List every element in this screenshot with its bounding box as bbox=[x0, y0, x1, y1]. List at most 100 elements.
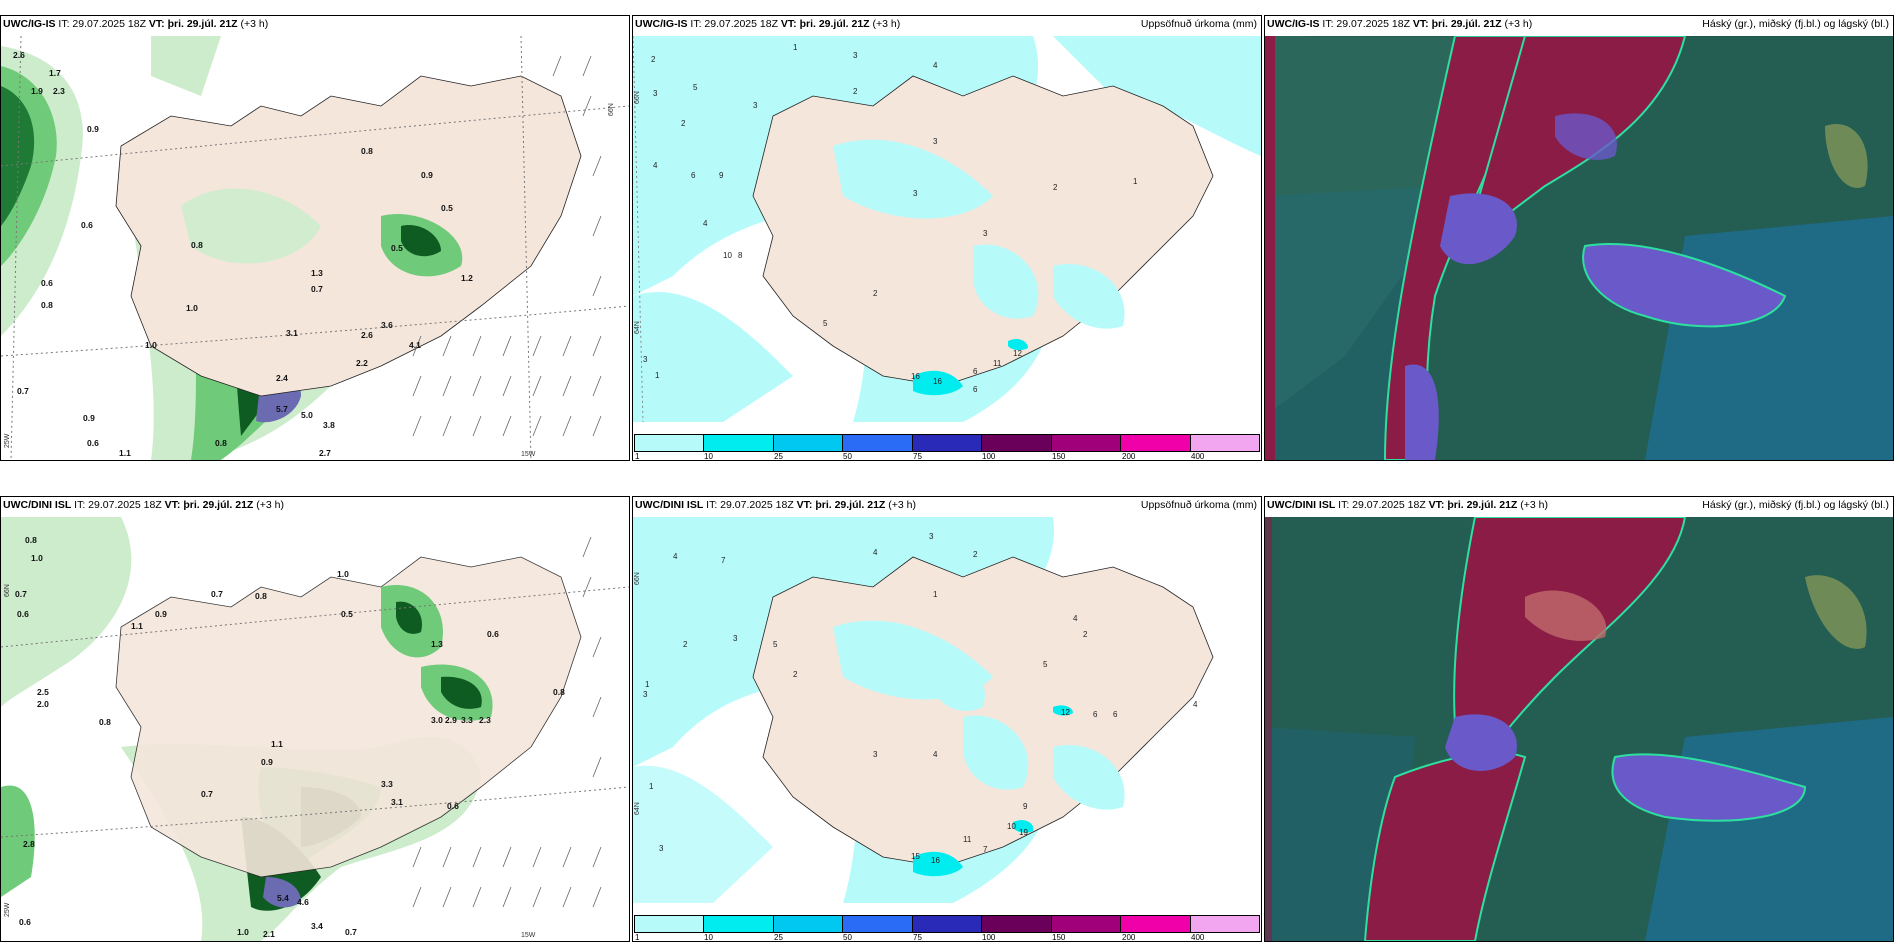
value-label: 2.7 bbox=[319, 448, 331, 458]
forecast-offset: (+3 h) bbox=[237, 18, 269, 30]
legend-swatch bbox=[704, 435, 774, 451]
panel-header: UWC/DINI ISL IT: 29.07.2025 18Z VT: þri.… bbox=[1267, 499, 1548, 511]
panel-header: UWC/DINI ISL IT: 29.07.2025 18Z VT: þri.… bbox=[635, 499, 916, 511]
legend-label: 1 bbox=[635, 933, 640, 942]
lat-label: 66N bbox=[4, 584, 11, 597]
legend-label: 50 bbox=[843, 452, 852, 461]
legend-swatch bbox=[1190, 916, 1259, 932]
value-label: 7 bbox=[721, 556, 726, 565]
value-label: 1.1 bbox=[119, 448, 131, 458]
value-label: 0.7 bbox=[15, 589, 27, 599]
value-label: 5 bbox=[823, 319, 828, 328]
value-label: 2 bbox=[683, 640, 688, 649]
legend-label: 400 bbox=[1191, 933, 1205, 942]
value-label: 4 bbox=[1073, 614, 1078, 623]
lat-label: 64N bbox=[634, 321, 641, 334]
value-label: 1.0 bbox=[186, 303, 198, 313]
value-label: 1 bbox=[793, 43, 798, 52]
legend-label: 25 bbox=[774, 933, 783, 942]
accum-value-labels: 2 1 3 4 3 2 5 2 3 4 6 9 3 2 1 4 5 3 3 2 … bbox=[643, 43, 1138, 394]
value-label: 1.7 bbox=[49, 68, 61, 78]
legend-swatch bbox=[912, 435, 983, 451]
value-label: 2 bbox=[681, 119, 686, 128]
value-label: 2 bbox=[853, 87, 858, 96]
forecast-offset: (+3 h) bbox=[1501, 18, 1533, 30]
value-label: 3 bbox=[929, 532, 934, 541]
value-label: 2 bbox=[973, 550, 978, 559]
value-label: 3 bbox=[873, 750, 878, 759]
field-title: Uppsöfnuð úrkoma (mm) bbox=[1140, 499, 1257, 511]
model-name: UWC/IG-IS bbox=[1267, 18, 1320, 30]
legend-swatch bbox=[773, 916, 844, 932]
value-label: 0.6 bbox=[447, 801, 459, 811]
model-name: UWC/DINI ISL bbox=[1267, 499, 1336, 511]
legend-swatch bbox=[773, 435, 844, 451]
value-label: 2.5 bbox=[37, 687, 49, 697]
value-label: 1 bbox=[645, 680, 650, 689]
accumulated-precip-map[interactable]: 4 3 2 4 7 5 3 2 1 4 2 1 3 5 6 2 3 4 12 6… bbox=[633, 517, 1261, 903]
value-label: 0.7 bbox=[17, 386, 29, 396]
value-label: 5 bbox=[773, 640, 778, 649]
field-title: Uppsöfnuð úrkoma (mm) bbox=[1140, 18, 1257, 30]
legend-label: 1 bbox=[635, 452, 640, 461]
legend-labels: 1 10 25 50 75 100 150 200 400 bbox=[634, 933, 1260, 942]
value-label: 10 bbox=[1007, 822, 1016, 831]
value-label: 0.8 bbox=[25, 535, 37, 545]
value-label: 5.4 bbox=[277, 893, 289, 903]
lon-label: 15W bbox=[521, 932, 536, 939]
value-label: 0.6 bbox=[487, 629, 499, 639]
precip-rate-map[interactable]: 2.6 1.7 1.9 2.3 0.9 0.8 0.9 0.5 0.6 0.5 … bbox=[1, 36, 629, 460]
value-label: 0.9 bbox=[155, 609, 167, 619]
legend-swatch bbox=[1190, 435, 1259, 451]
init-time: IT: 29.07.2025 18Z bbox=[71, 499, 165, 511]
accumulated-precip-map[interactable]: 2 1 3 4 3 2 5 2 3 4 6 9 3 2 1 4 5 3 3 2 … bbox=[633, 36, 1261, 422]
value-label: 3 bbox=[643, 355, 648, 364]
legend-swatch bbox=[843, 435, 913, 451]
forecast-offset: (+3 h) bbox=[869, 18, 901, 30]
value-label: 1.1 bbox=[271, 739, 283, 749]
value-label: 2.1 bbox=[263, 929, 275, 939]
value-label: 2.0 bbox=[37, 699, 49, 709]
panel-header: UWC/IG-IS IT: 29.07.2025 18Z VT: þri. 29… bbox=[1267, 18, 1532, 30]
value-label: 3.3 bbox=[381, 779, 393, 789]
forecast-offset: (+3 h) bbox=[253, 499, 284, 511]
forecast-offset: (+3 h) bbox=[1517, 499, 1548, 511]
value-label: 6 bbox=[1093, 710, 1098, 719]
value-label: 0.8 bbox=[191, 240, 203, 250]
valid-time-label: VT: bbox=[1428, 499, 1445, 511]
init-time: IT: 29.07.2025 18Z bbox=[55, 18, 149, 30]
model-name: UWC/DINI ISL bbox=[635, 499, 704, 511]
precip-value-labels: 0.8 1.0 0.7 0.6 0.9 1.1 0.8 0.5 1.0 0.7 … bbox=[15, 535, 565, 939]
cloud-cover-map[interactable] bbox=[1265, 36, 1893, 460]
value-label: 6 bbox=[1113, 710, 1118, 719]
value-label: 1.9 bbox=[31, 86, 43, 96]
value-label: 0.9 bbox=[83, 413, 95, 423]
precip-legend bbox=[634, 434, 1260, 452]
forecast-offset: (+3 h) bbox=[885, 499, 916, 511]
value-label: 3 bbox=[853, 51, 858, 60]
value-label: 4 bbox=[1193, 700, 1198, 709]
value-label: 2 bbox=[1053, 183, 1058, 192]
valid-time-label: VT: bbox=[796, 499, 813, 511]
value-label: 1.0 bbox=[145, 340, 157, 350]
precip-rate-map[interactable]: 0.8 1.0 0.7 0.6 0.9 1.1 0.8 0.5 1.0 0.7 … bbox=[1, 517, 629, 941]
value-label: 6 bbox=[691, 171, 696, 180]
cloud-cover-map[interactable] bbox=[1265, 517, 1893, 941]
legend-label: 150 bbox=[1052, 452, 1066, 461]
panel-dini-precip-rate: UWC/DINI ISL IT: 29.07.2025 18Z VT: þri.… bbox=[0, 496, 630, 942]
value-label: 3 bbox=[659, 844, 664, 853]
value-label: 1 bbox=[655, 371, 660, 380]
value-label: 4 bbox=[873, 548, 878, 557]
legend-label: 100 bbox=[982, 452, 996, 461]
value-label: 0.8 bbox=[41, 300, 53, 310]
valid-time-label: VT: bbox=[164, 499, 181, 511]
value-label: 3.8 bbox=[323, 420, 335, 430]
panel-header: UWC/IG-IS IT: 29.07.2025 18Z VT: þri. 29… bbox=[635, 18, 900, 30]
value-label: 0.9 bbox=[261, 757, 273, 767]
legend-swatch bbox=[635, 435, 705, 451]
value-label: 1.0 bbox=[337, 569, 349, 579]
value-label: 15 bbox=[911, 852, 920, 861]
value-label: 2.3 bbox=[53, 86, 65, 96]
value-label: 2.4 bbox=[276, 373, 288, 383]
value-label: 3 bbox=[933, 137, 938, 146]
